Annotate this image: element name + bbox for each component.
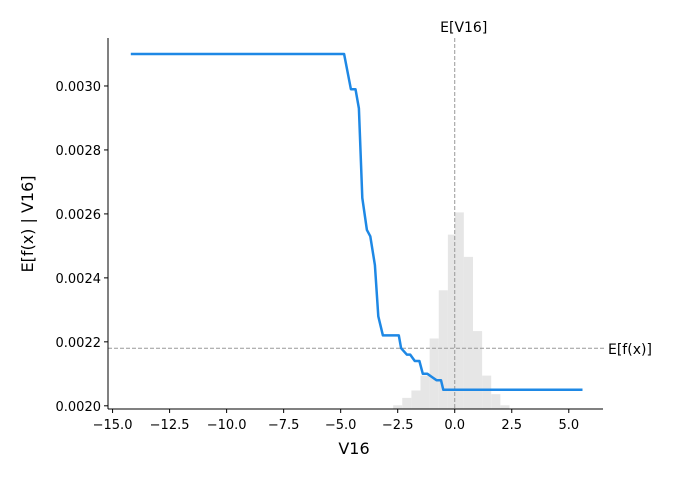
histogram-bar [463,256,473,409]
expected-fx-label: E[f(x)] [608,342,652,358]
histogram-bar [447,234,458,409]
histogram-bar [420,375,430,409]
x-axis-title: V16 [338,439,369,458]
x-tick-label: 2.5 [501,418,522,433]
reference-lines [108,38,604,409]
histogram-bar [393,405,403,409]
histogram-bar [491,394,501,409]
y-tick-label: 0.0028 [56,144,102,159]
histogram-bar [411,390,421,409]
histogram-bar [482,375,492,409]
x-tick-label: −2.5 [382,418,414,433]
axes [107,38,603,410]
x-tick-label: −5.0 [325,418,357,433]
histogram-bar [472,331,483,409]
y-tick-label: 0.0022 [56,336,102,351]
x-tick-label: −12.5 [150,418,190,433]
y-tick-label: 0.0020 [56,400,102,415]
expected-v16-label: E[V16] [440,20,487,36]
y-ticks: 0.0020 0.0022 0.0024 0.0026 0.0028 0.0030 [56,80,108,415]
y-tick-label: 0.0024 [56,272,102,287]
histogram-bar [438,290,448,409]
y-axis-title: E[f(x) | V16] [18,175,37,272]
x-tick-label: 5.0 [558,418,579,433]
x-tick-label: −15.0 [93,418,133,433]
series-line [130,52,583,392]
y-tick-label: 0.0026 [56,208,102,223]
x-tick-label: 0.0 [444,418,465,433]
histogram-bar [500,405,510,409]
x-tick-label: −10.0 [207,418,247,433]
x-tick-label: −7.5 [268,418,300,433]
series-layer [130,52,583,392]
histogram-bar [454,212,464,409]
y-tick-label: 0.0030 [56,80,102,95]
x-ticks: −15.0 −12.5 −10.0 −7.5 −5.0 −2.5 0.0 2.5 5.0 [93,409,579,433]
histogram-bar [402,397,412,409]
histogram-bar [429,338,439,409]
histogram [393,212,510,409]
